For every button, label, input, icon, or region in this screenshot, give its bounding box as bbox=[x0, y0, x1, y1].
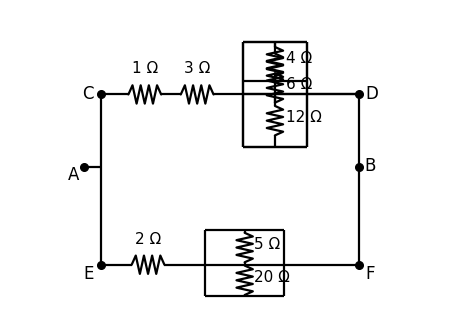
Text: F: F bbox=[366, 265, 375, 283]
Text: 6 Ω: 6 Ω bbox=[286, 77, 313, 92]
Text: 4 Ω: 4 Ω bbox=[286, 51, 313, 66]
Text: C: C bbox=[82, 86, 94, 104]
Text: 1 Ω: 1 Ω bbox=[132, 62, 158, 77]
Text: D: D bbox=[366, 86, 379, 104]
Text: E: E bbox=[84, 265, 94, 283]
Text: B: B bbox=[364, 158, 376, 175]
Text: 20 Ω: 20 Ω bbox=[254, 269, 290, 284]
Text: 12 Ω: 12 Ω bbox=[286, 110, 322, 125]
Text: 3 Ω: 3 Ω bbox=[184, 62, 210, 77]
Text: 2 Ω: 2 Ω bbox=[135, 232, 161, 247]
Text: 5 Ω: 5 Ω bbox=[254, 237, 281, 252]
Text: A: A bbox=[68, 166, 79, 184]
